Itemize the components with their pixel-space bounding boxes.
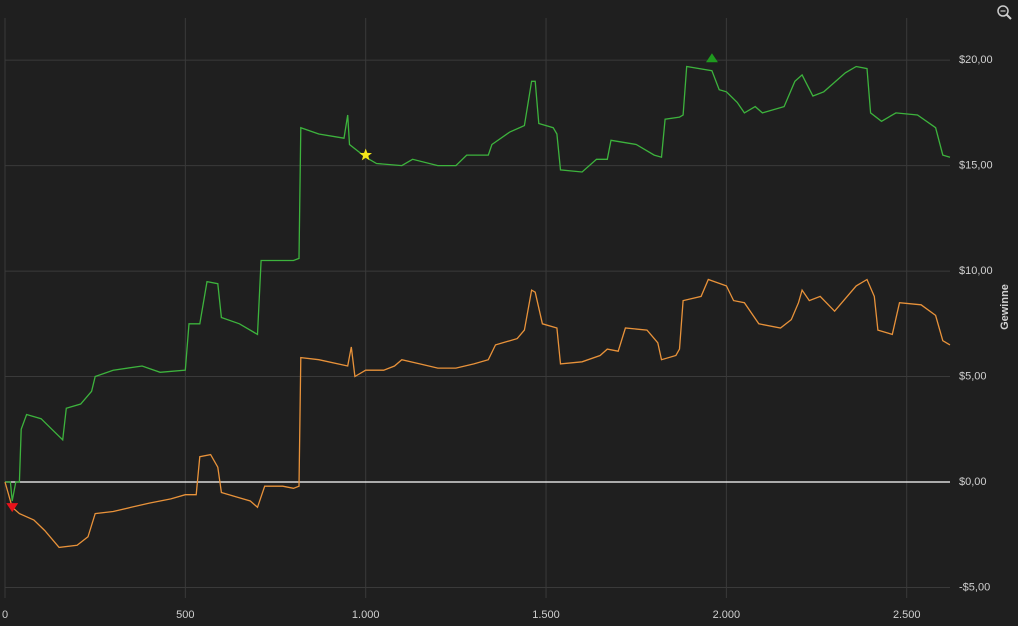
y-tick-label: -$5,00 [959,581,990,593]
y-tick-label: $20,00 [959,54,993,66]
marker [359,148,372,161]
y-tick-label: $15,00 [959,160,993,172]
marker [6,503,19,513]
x-tick-label: 2.500 [893,609,921,621]
x-tick-label: 0 [2,609,8,621]
x-tick-label: 500 [176,609,194,621]
series-line [4,278,951,549]
y-tick-label: $0,00 [959,476,987,488]
series-line [5,65,951,502]
y-tick-label: $5,00 [959,370,987,382]
x-tick-label: 1.000 [352,609,380,621]
y-tick-label: $10,00 [959,265,993,277]
zoom-button[interactable] [997,5,1012,20]
x-tick-label: 2.000 [713,609,741,621]
x-tick-label: 1.500 [532,609,560,621]
y-axis-label: Gewinne [999,284,1011,330]
marker [705,53,718,63]
